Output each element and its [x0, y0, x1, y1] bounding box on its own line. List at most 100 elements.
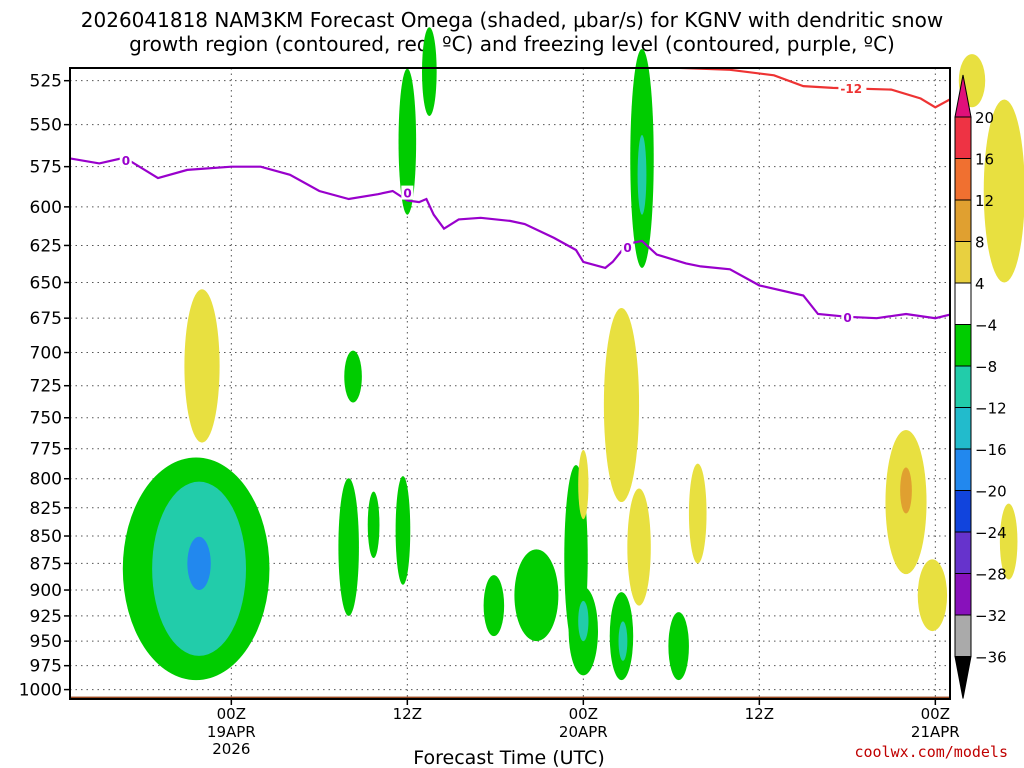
- ytick-label-1000: 1000: [19, 681, 62, 701]
- chart-title-line2: growth region (contoured, red, ºC) and f…: [129, 32, 895, 56]
- xtick-date-54: 21APR: [911, 723, 960, 741]
- xtick-label-30: 00Z: [569, 705, 598, 723]
- chart-title-line1: 2026041818 NAM3KM Forecast Omega (shaded…: [81, 8, 943, 32]
- freezing-level-line-label-bg-0: [119, 153, 132, 168]
- xtick-label-54: 00Z: [921, 705, 950, 723]
- omega-ascent-03z-teal: [618, 621, 628, 661]
- colorbar-segment-1: [954, 158, 972, 201]
- omega-ascent-20apr-900: [514, 549, 559, 642]
- omega-ascent-13z-850: [395, 476, 411, 585]
- colorbar-label-3: 8: [975, 234, 985, 252]
- colorbar-segment-9: [954, 490, 972, 533]
- freezing-level-line-label-1: 0: [403, 187, 411, 201]
- xtick-label-18: 12Z: [393, 705, 422, 723]
- colorbar-segment-3: [954, 241, 972, 284]
- ytick-label-625: 625: [30, 236, 62, 256]
- freezing-level-line-label-bg-1: [401, 185, 414, 200]
- omega-descent-02z-long-low: [627, 488, 651, 606]
- contour-layer: 0 0 0 0 -12: [70, 68, 950, 325]
- xtick-label-6: 00Z: [217, 705, 246, 723]
- ytick-label-525: 525: [30, 72, 62, 92]
- xtick-date-6: 19APR: [207, 723, 256, 741]
- colorbar-segment-2: [954, 199, 972, 242]
- dgz-isotherm-line: [652, 68, 950, 109]
- omega-descent-08z-820: [688, 463, 707, 564]
- colorbar-label-4: 4: [975, 275, 985, 293]
- ytick-label-875: 875: [30, 554, 62, 574]
- freezing-level-line-label-bg-2: [621, 239, 634, 254]
- plot-frame: [69, 67, 951, 700]
- x-axis-title: Forecast Time (UTC): [413, 747, 604, 768]
- freezing-level-line-label-bg-3: [841, 309, 854, 324]
- colorbar-segment-6: [954, 365, 972, 408]
- ytick-label-825: 825: [30, 499, 62, 519]
- omega-ascent-06z-950: [668, 612, 689, 681]
- freezing-level-line: [70, 157, 950, 320]
- omega-ascent-20apr-cyan: [578, 600, 589, 642]
- omega-ascent-16z: [422, 27, 437, 117]
- ytick-label-725: 725: [30, 377, 62, 397]
- omega-ascent-20z-900: [483, 575, 505, 637]
- omega-descent-21apr-upper: [983, 99, 1024, 283]
- omega-descent-21apr-850: [999, 503, 1018, 580]
- dgz-isotherm-line-label-0: -12: [840, 82, 862, 96]
- freezing-level-line-group: 0 0 0 0: [70, 153, 950, 325]
- ytick-label-700: 700: [30, 344, 62, 364]
- colorbar-segment-12: [954, 614, 972, 657]
- omega-descent-21apr-800-core: [900, 467, 912, 514]
- colorbar-label-9: −20: [975, 483, 1007, 501]
- xtick-date-30: 20APR: [559, 723, 608, 741]
- omega-descent-21apr-900: [917, 559, 948, 632]
- ytick-label-600: 600: [30, 198, 62, 218]
- omega-descent-02z-800: [578, 450, 589, 520]
- colorbar-label-2: 12: [975, 192, 994, 210]
- colorbar-label-11: −28: [975, 566, 1007, 584]
- colorbar-label-6: −8: [975, 358, 997, 376]
- colorbar-bottom-arrow: [954, 656, 972, 699]
- colorbar-label-10: −24: [975, 524, 1007, 542]
- colorbar-segment-4: [954, 282, 972, 325]
- credit-text[interactable]: coolwx.com/models: [854, 743, 1008, 761]
- colorbar-segment-11: [954, 573, 972, 616]
- colorbar-label-0: 20: [975, 109, 994, 127]
- colorbar: 20 16 12 8 4 −4 −8 −12 −16 −20 −24 −28 −32 −36: [954, 74, 1007, 699]
- colorbar-label-5: −4: [975, 317, 997, 335]
- terrain-band: [70, 696, 950, 699]
- freezing-level-line-label-3: 0: [843, 311, 851, 325]
- colorbar-label-13: −36: [975, 649, 1007, 667]
- ground-layer: [70, 696, 950, 699]
- omega-ascent-12z-850: [367, 491, 380, 558]
- ytick-label-900: 900: [30, 581, 62, 601]
- omega-ascent-04z-upper-teal: [637, 134, 647, 215]
- ytick-label-775: 775: [30, 440, 62, 460]
- omega-ascent-11z-850: [338, 478, 359, 616]
- colorbar-label-1: 16: [975, 151, 994, 169]
- omega-shading-layer: [122, 27, 1024, 681]
- colorbar-segment-7: [954, 407, 972, 450]
- y-axis: 525 550 575 600 625 650 675 700 725 750 775 800 825 8…: [19, 72, 70, 701]
- colorbar-segment-10: [954, 531, 972, 574]
- ytick-label-850: 850: [30, 527, 62, 547]
- colorbar-segment-0: [954, 116, 972, 159]
- dgz-isotherm-line-group: -12: [652, 68, 950, 109]
- omega-ascent-15z: [398, 68, 417, 215]
- ytick-label-975: 975: [30, 657, 62, 677]
- colorbar-segment-5: [954, 324, 972, 367]
- freezing-level-line-label-0: 0: [122, 154, 130, 168]
- ytick-label-550: 550: [30, 116, 62, 136]
- ytick-label-750: 750: [30, 409, 62, 429]
- ytick-label-675: 675: [30, 309, 62, 329]
- freezing-level-line-label-2: 0: [623, 241, 631, 255]
- colorbar-label-8: −16: [975, 441, 1007, 459]
- ytick-label-575: 575: [30, 158, 62, 178]
- colorbar-segment-8: [954, 448, 972, 491]
- omega-descent-02z-long: [603, 308, 640, 503]
- dgz-isotherm-line-label-bg-0: [838, 80, 867, 95]
- ytick-label-650: 650: [30, 274, 62, 294]
- ytick-label-800: 800: [30, 470, 62, 490]
- xtick-year-6: 2026: [212, 740, 250, 758]
- ytick-label-925: 925: [30, 607, 62, 627]
- omega-descent-19apr: [184, 289, 220, 443]
